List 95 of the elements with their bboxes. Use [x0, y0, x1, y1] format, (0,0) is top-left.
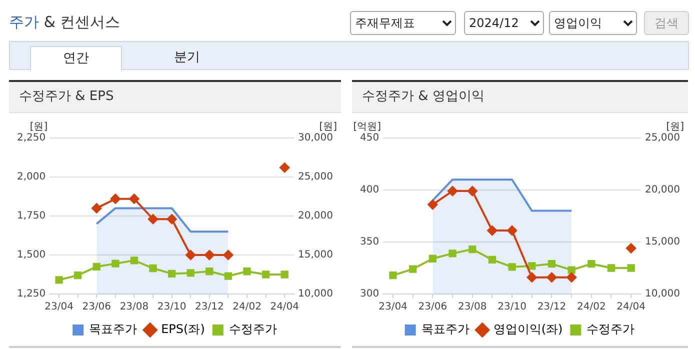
point	[186, 269, 194, 277]
y-tick-label: 1,500	[16, 250, 46, 261]
point	[280, 270, 288, 278]
point	[55, 276, 63, 284]
y2-tick-label: 10,000	[645, 288, 680, 300]
point	[528, 262, 536, 270]
point	[546, 272, 557, 282]
point	[262, 270, 270, 278]
x-tick-label: 23/08	[458, 302, 487, 313]
point	[223, 250, 234, 260]
point	[488, 256, 496, 264]
point	[206, 268, 214, 276]
y2-tick-label: 25,000	[298, 172, 334, 183]
y2-axis-title: [원]	[319, 122, 338, 133]
y-tick-label: 400	[360, 184, 380, 196]
y-tick-label: 450	[360, 132, 380, 144]
y-axis-title: [억원]	[353, 122, 382, 133]
point	[428, 254, 437, 262]
y2-tick-label: 25,000	[645, 132, 680, 144]
point	[148, 214, 158, 224]
x-tick-label: 24/02	[576, 302, 606, 313]
text: 연간	[30, 46, 122, 71]
point	[526, 272, 537, 282]
chart-title: 수정주가 & 영업이익	[352, 82, 688, 113]
legend-label: 목표주가	[89, 322, 138, 336]
x-tick-label: 23/12	[537, 302, 566, 313]
text: 2024/12	[464, 11, 544, 35]
point	[224, 272, 232, 280]
text: 분기	[173, 49, 201, 67]
chart-title: 수정주가 & EPS	[9, 82, 341, 113]
y2-tick-label: 15,000	[645, 236, 680, 248]
legend-label: 영업이익(좌)	[493, 322, 563, 336]
point	[487, 226, 498, 236]
point	[607, 264, 616, 272]
y2-tick-label: 10,000	[298, 288, 334, 300]
point	[243, 268, 251, 276]
y-tick-label: 300	[360, 288, 380, 300]
point	[627, 264, 635, 272]
text: 검색	[644, 11, 689, 35]
x-tick-label: 23/10	[498, 302, 526, 313]
legend-label: 수정주가	[228, 322, 277, 336]
y2-tick-label: 20,000	[645, 184, 680, 196]
x-tick-label: 23/06	[418, 302, 448, 313]
point	[389, 271, 397, 280]
x-tick-label: 24/02	[232, 302, 262, 313]
y-tick-label: 2,250	[16, 132, 46, 144]
point	[112, 260, 120, 268]
point	[204, 250, 214, 260]
point	[168, 270, 176, 278]
x-tick-label: 23/08	[120, 302, 149, 313]
point	[588, 260, 596, 268]
text: 주재무제표	[350, 11, 456, 35]
y2-tick-label: 20,000	[298, 210, 334, 222]
point	[448, 186, 458, 196]
point	[92, 203, 102, 214]
point	[626, 243, 636, 254]
point	[129, 194, 140, 204]
legend-label: EPS(좌)	[161, 322, 205, 336]
point	[110, 194, 120, 204]
point	[409, 265, 417, 273]
point	[280, 162, 290, 173]
text: 영업이익	[549, 11, 637, 35]
point	[186, 250, 196, 260]
y-tick-label: 350	[360, 236, 380, 248]
y-axis-title: [원]	[30, 122, 48, 133]
x-tick-label: 23/10	[157, 302, 186, 313]
legend-label: 목표주가	[421, 322, 470, 336]
x-tick-label: 23/04	[378, 302, 408, 313]
point	[508, 263, 516, 271]
point	[428, 200, 438, 210]
point	[568, 266, 576, 274]
point	[448, 250, 456, 258]
point	[467, 186, 478, 196]
text: 주가 & 컨센서스	[9, 13, 120, 32]
point	[149, 264, 157, 272]
point	[507, 226, 518, 236]
y-tick-label: 1,250	[16, 288, 46, 300]
point	[130, 256, 138, 264]
point	[566, 272, 577, 282]
point	[468, 245, 476, 254]
point	[92, 262, 100, 271]
point	[166, 214, 177, 224]
y-tick-label: 1,750	[16, 210, 46, 222]
x-tick-label: 23/12	[195, 302, 224, 313]
point	[548, 260, 556, 268]
point	[74, 271, 82, 280]
legend-label: 수정주가	[586, 322, 635, 336]
y-tick-label: 2,000	[16, 172, 46, 183]
x-tick-label: 24/04	[270, 302, 300, 313]
y2-tick-label: 15,000	[298, 250, 334, 261]
x-tick-label: 23/06	[82, 302, 112, 313]
x-tick-label: 23/04	[44, 302, 74, 313]
y2-tick-label: 30,000	[298, 132, 334, 144]
y2-axis-title: [원]	[666, 122, 684, 133]
x-tick-label: 24/04	[616, 302, 646, 313]
